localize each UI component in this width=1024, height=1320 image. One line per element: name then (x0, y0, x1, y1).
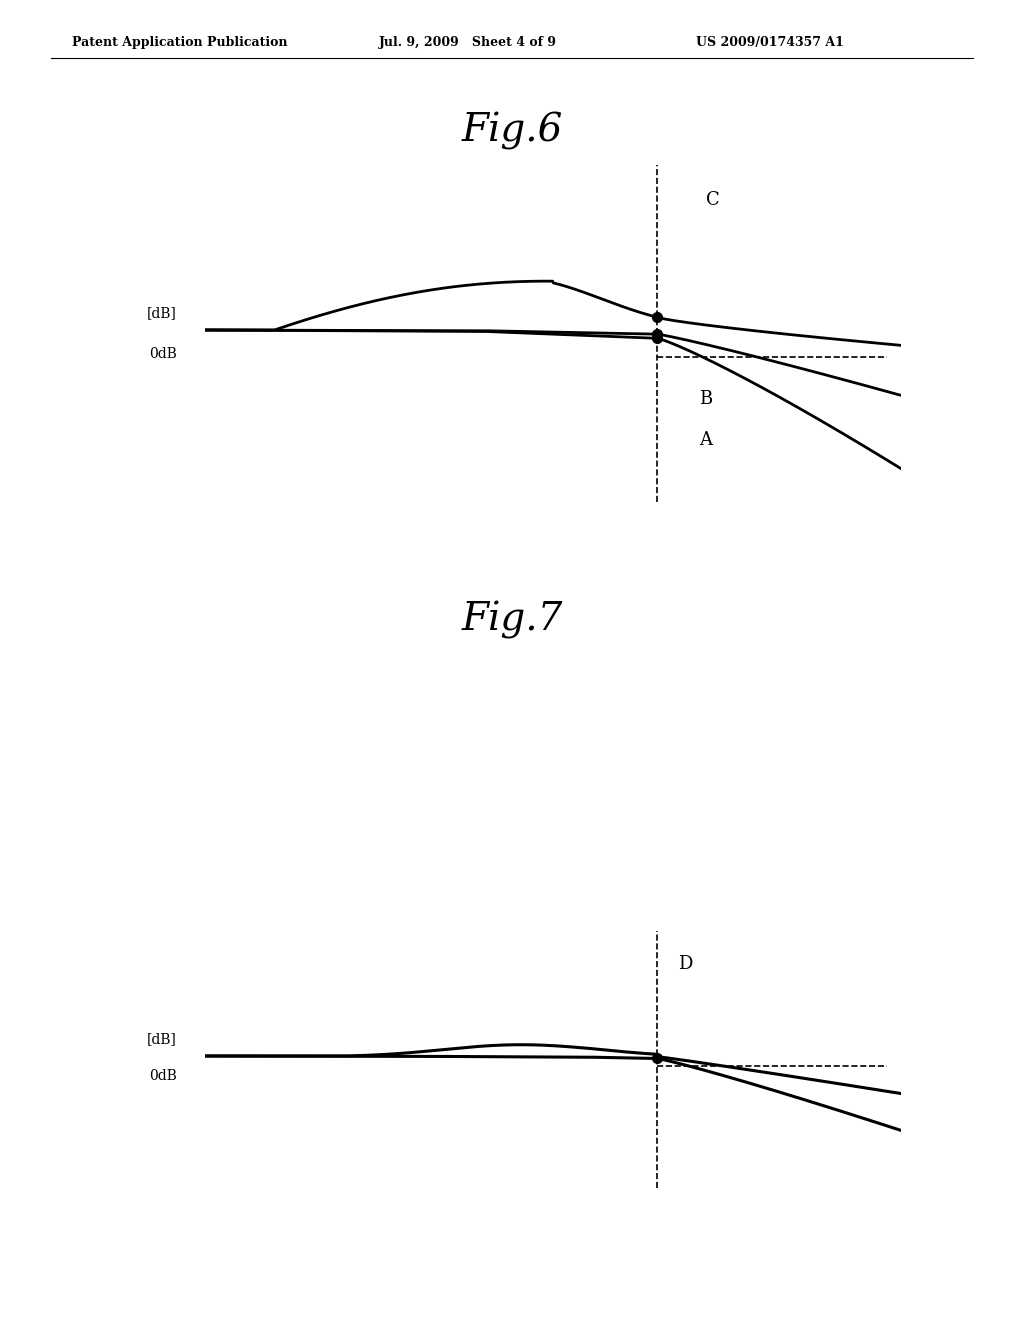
Text: A: A (699, 430, 712, 449)
Text: Fig.6: Fig.6 (462, 112, 562, 150)
Text: 0dB: 0dB (150, 347, 177, 362)
Text: D: D (678, 954, 692, 973)
Text: Patent Application Publication: Patent Application Publication (72, 36, 287, 49)
Text: B: B (699, 389, 713, 408)
Text: Jul. 9, 2009   Sheet 4 of 9: Jul. 9, 2009 Sheet 4 of 9 (379, 36, 557, 49)
Text: 0dB: 0dB (150, 1069, 177, 1084)
Text: Fig.7: Fig.7 (462, 601, 562, 639)
Text: [dB]: [dB] (147, 306, 177, 319)
Text: [dB]: [dB] (147, 1032, 177, 1045)
Text: US 2009/0174357 A1: US 2009/0174357 A1 (696, 36, 844, 49)
Text: C: C (707, 190, 720, 209)
